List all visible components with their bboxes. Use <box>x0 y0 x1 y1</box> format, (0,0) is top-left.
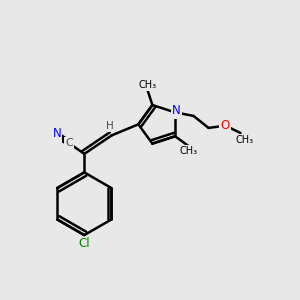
Text: C: C <box>65 138 73 148</box>
Text: N: N <box>52 127 61 140</box>
Text: CH₃: CH₃ <box>139 80 157 90</box>
Text: O: O <box>220 119 230 132</box>
Text: H: H <box>106 122 114 131</box>
Text: CH₃: CH₃ <box>180 146 198 156</box>
Text: CH₃: CH₃ <box>236 135 254 145</box>
Text: Cl: Cl <box>79 237 90 250</box>
Text: N: N <box>172 104 181 117</box>
